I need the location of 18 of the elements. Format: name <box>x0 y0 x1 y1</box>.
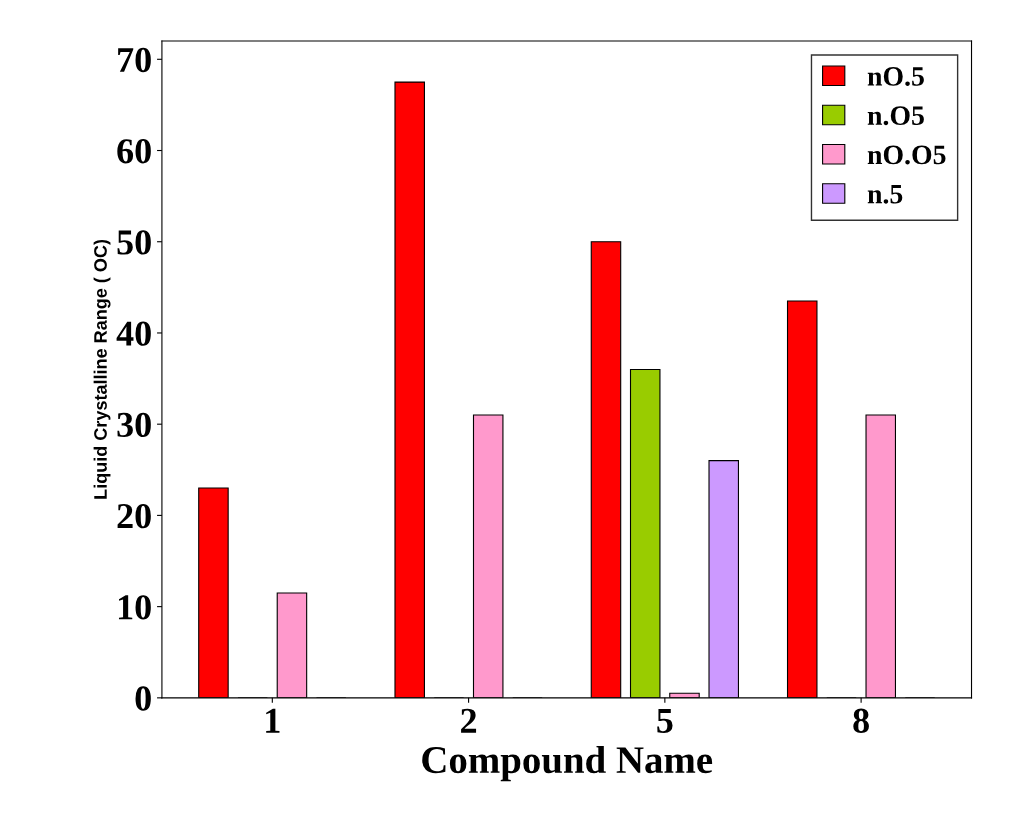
y-tick-label: 40 <box>116 321 151 346</box>
legend-label: n.O5 <box>867 106 924 126</box>
y-tick-label: 0 <box>135 686 151 711</box>
y-axis-title: Liquid Crystalline Range ( OC) <box>93 239 111 499</box>
legend-label: n.5 <box>867 185 903 204</box>
legend-label: nO.O5 <box>867 145 946 165</box>
y-tick-label: 10 <box>118 595 151 620</box>
x-tick-label: 1 <box>266 708 280 733</box>
x-tick-label: 2 <box>461 708 477 733</box>
y-tick-label: 30 <box>117 412 151 438</box>
x-tick-label: 5 <box>657 708 673 733</box>
y-tick-label: 20 <box>117 503 151 529</box>
legend-label: nO.5 <box>867 67 924 86</box>
y-tick-label: 60 <box>117 139 151 164</box>
x-axis-title: Compound Name <box>422 745 713 782</box>
y-tick-label: 50 <box>117 230 151 255</box>
x-tick-label: 8 <box>853 708 869 733</box>
y-tick-label: 70 <box>118 47 151 73</box>
